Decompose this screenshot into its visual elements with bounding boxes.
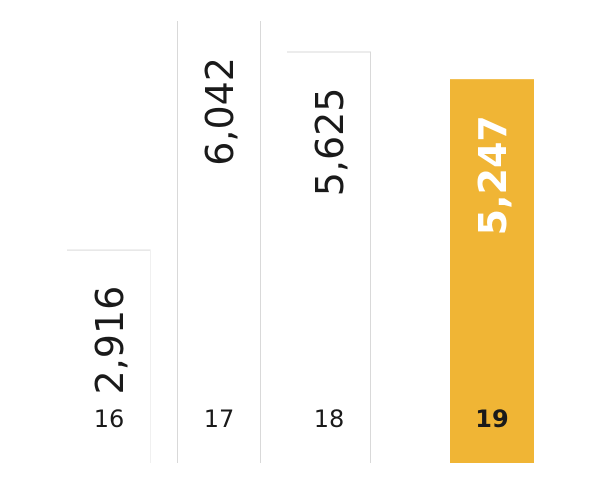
category-label-18: 18: [314, 405, 345, 433]
value-label-19: 5,247: [471, 115, 515, 235]
value-label-17: 6,042: [198, 57, 242, 166]
value-label-18: 5,625: [308, 88, 352, 197]
category-label-19: 19: [475, 405, 508, 433]
bar-16: [67, 249, 151, 463]
value-label-16: 2,916: [88, 286, 132, 395]
bar-17: [177, 21, 261, 463]
bar-19: [450, 79, 534, 463]
category-label-16: 16: [94, 405, 125, 433]
category-label-17: 17: [204, 405, 235, 433]
bar-18: [287, 51, 371, 463]
